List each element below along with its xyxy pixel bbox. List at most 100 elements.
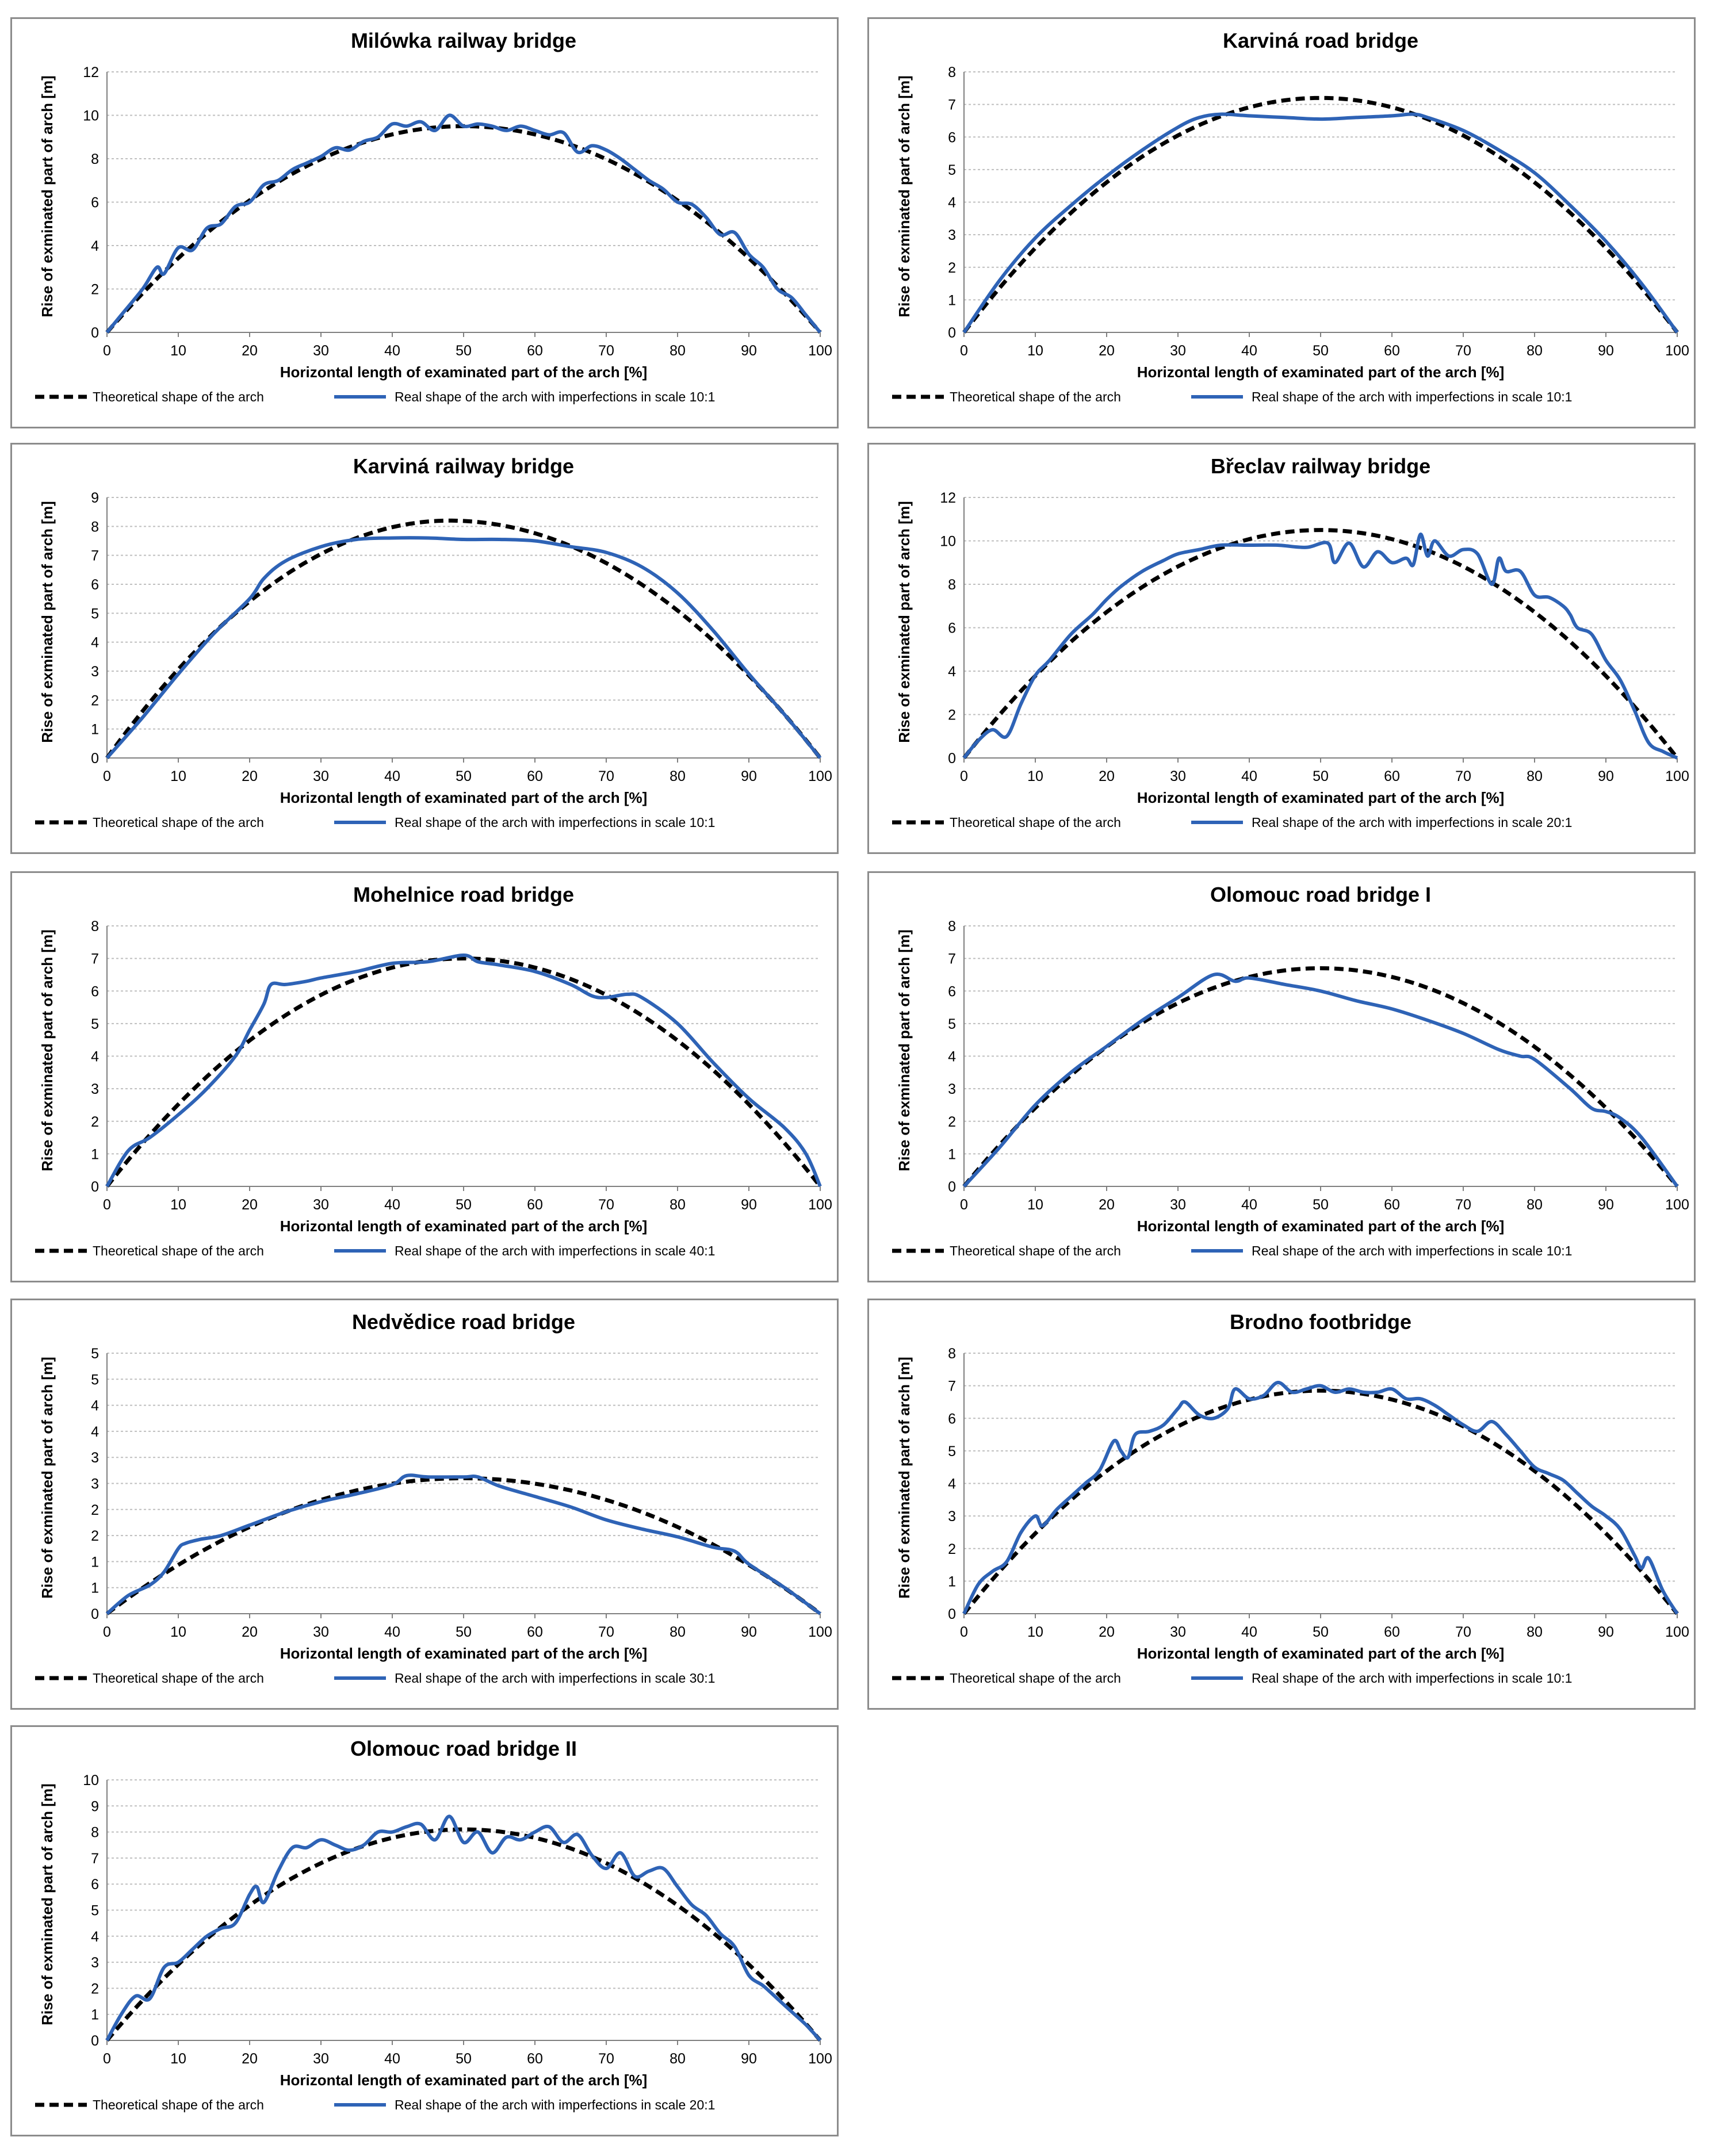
series-theoretical-line — [962, 95, 1679, 334]
legend-label-theoretical: Theoretical shape of the arch — [950, 389, 1121, 404]
y-tick-label: 1 — [91, 722, 99, 738]
chart-panel: Milówka railway bridge 0 2 4 6 8 10 12 0 10 20 30 40… — [10, 17, 839, 428]
y-tick-label: 0 — [948, 1179, 956, 1195]
y-tick-label: 7 — [91, 1851, 99, 1867]
x-tick-label: 40 — [384, 343, 400, 359]
y-tick-label: 6 — [948, 1411, 956, 1427]
y-tick-label: 5 — [91, 1346, 99, 1362]
y-tick-label: 8 — [948, 577, 956, 593]
chart-title: Mohelnice road bridge — [353, 883, 574, 906]
x-axis-label: Horizontal length of examinated part of … — [280, 2071, 648, 2089]
x-tick-label: 30 — [313, 768, 329, 784]
x-tick-label: 40 — [1241, 1624, 1257, 1640]
series-theoretical-line — [105, 956, 822, 1188]
y-tick-label: 7 — [91, 548, 99, 564]
y-tick-label: 0 — [91, 2033, 99, 2049]
legend-label-real: Real shape of the arch with imperfection… — [1252, 1243, 1572, 1258]
legend-label-theoretical: Theoretical shape of the arch — [950, 1243, 1121, 1258]
x-tick-label: 70 — [598, 1197, 614, 1213]
y-tick-label: 5 — [948, 1443, 956, 1460]
y-tick-label: 3 — [948, 227, 956, 243]
y-tick-label: 8 — [948, 1346, 956, 1362]
x-tick-label: 70 — [1455, 1624, 1471, 1640]
x-tick-label: 10 — [1027, 768, 1043, 784]
x-axis-label: Horizontal length of examinated part of … — [1137, 1217, 1505, 1235]
y-axis-label: Rise of exminated part of arch [m] — [39, 75, 56, 317]
y-tick-label: 0 — [91, 1179, 99, 1195]
x-tick-label: 100 — [1665, 343, 1689, 359]
x-tick-label: 0 — [960, 343, 968, 359]
x-tick-label: 80 — [670, 768, 686, 784]
y-tick-label: 5 — [91, 1016, 99, 1032]
x-tick-label: 20 — [1099, 768, 1115, 784]
y-axis-label: Rise of exminated part of arch [m] — [896, 75, 913, 317]
y-axis-label: Rise of exminated part of arch [m] — [39, 501, 56, 742]
y-tick-label: 10 — [83, 108, 99, 124]
y-tick-label: 12 — [940, 490, 956, 506]
x-tick-label: 80 — [670, 343, 686, 359]
legend-label-real: Real shape of the arch with imperfection… — [395, 815, 715, 830]
chart-title: Milówka railway bridge — [351, 29, 576, 52]
x-tick-label: 70 — [1455, 343, 1471, 359]
series-real-line — [105, 536, 822, 759]
x-tick-label: 10 — [170, 1624, 186, 1640]
x-tick-label: 20 — [242, 2051, 258, 2067]
x-tick-label: 90 — [1598, 343, 1614, 359]
legend-label-real: Real shape of the arch with imperfection… — [395, 1243, 715, 1258]
series-real-line — [962, 112, 1679, 334]
y-tick-label: 0 — [948, 1606, 956, 1622]
y-tick-label: 7 — [91, 951, 99, 967]
legend-label-real: Real shape of the arch with imperfection… — [395, 389, 715, 404]
x-tick-label: 10 — [1027, 1624, 1043, 1640]
x-tick-label: 20 — [1099, 343, 1115, 359]
x-tick-label: 30 — [1170, 1624, 1186, 1640]
series-theoretical-line — [962, 528, 1679, 760]
x-tick-label: 50 — [1313, 1197, 1329, 1213]
x-axis-label: Horizontal length of examinated part of … — [1137, 789, 1505, 806]
x-tick-label: 90 — [741, 768, 757, 784]
y-tick-label: 4 — [91, 1049, 99, 1065]
x-tick-label: 70 — [1455, 768, 1471, 784]
y-tick-label: 3 — [91, 664, 99, 680]
chart-title: Karviná road bridge — [1223, 29, 1418, 52]
legend-label-real: Real shape of the arch with imperfection… — [1252, 389, 1572, 404]
chart-panel: Karviná railway bridge 0 1 2 3 4 5 6 7 8 9 0 10 20 30 4… — [10, 443, 839, 854]
y-tick-label: 1 — [91, 1146, 99, 1162]
y-tick-label: 6 — [91, 1877, 99, 1893]
series-real-line — [962, 533, 1678, 760]
y-tick-label: 5 — [91, 1372, 99, 1388]
y-axis-label: Rise of exminated part of arch [m] — [896, 929, 913, 1171]
x-tick-label: 40 — [384, 1624, 400, 1640]
y-tick-label: 6 — [91, 983, 99, 1000]
x-tick-label: 0 — [103, 1197, 111, 1213]
y-tick-label: 7 — [948, 951, 956, 967]
x-tick-label: 50 — [456, 1624, 472, 1640]
y-tick-label: 3 — [948, 1508, 956, 1525]
chart-title: Brodno footbridge — [1230, 1310, 1411, 1334]
x-tick-label: 0 — [103, 343, 111, 359]
chart-panel: Břeclav railway bridge 0 2 4 6 8 10 12 0 10 20 30 40… — [867, 443, 1696, 854]
x-tick-label: 0 — [960, 1197, 968, 1213]
legend-label-real: Real shape of the arch with imperfection… — [1252, 1671, 1572, 1686]
x-tick-label: 60 — [1384, 343, 1400, 359]
x-tick-label: 40 — [384, 1197, 400, 1213]
y-tick-label: 1 — [91, 1554, 99, 1570]
legend-label-real: Real shape of the arch with imperfection… — [395, 2097, 715, 2112]
y-tick-label: 7 — [948, 97, 956, 113]
x-tick-label: 0 — [103, 2051, 111, 2067]
series-theoretical-line — [105, 518, 822, 760]
x-tick-label: 60 — [527, 768, 543, 784]
x-tick-label: 40 — [1241, 1197, 1257, 1213]
x-tick-label: 0 — [103, 768, 111, 784]
x-tick-label: 60 — [1384, 1624, 1400, 1640]
legend-label-theoretical: Theoretical shape of the arch — [93, 389, 264, 404]
y-tick-label: 2 — [91, 1502, 99, 1518]
x-axis-label: Horizontal length of examinated part of … — [280, 1217, 648, 1235]
x-tick-label: 20 — [242, 1624, 258, 1640]
x-tick-label: 80 — [670, 1197, 686, 1213]
x-tick-label: 80 — [1527, 1624, 1543, 1640]
x-axis-label: Horizontal length of examinated part of … — [280, 789, 648, 806]
y-tick-label: 4 — [91, 238, 99, 254]
